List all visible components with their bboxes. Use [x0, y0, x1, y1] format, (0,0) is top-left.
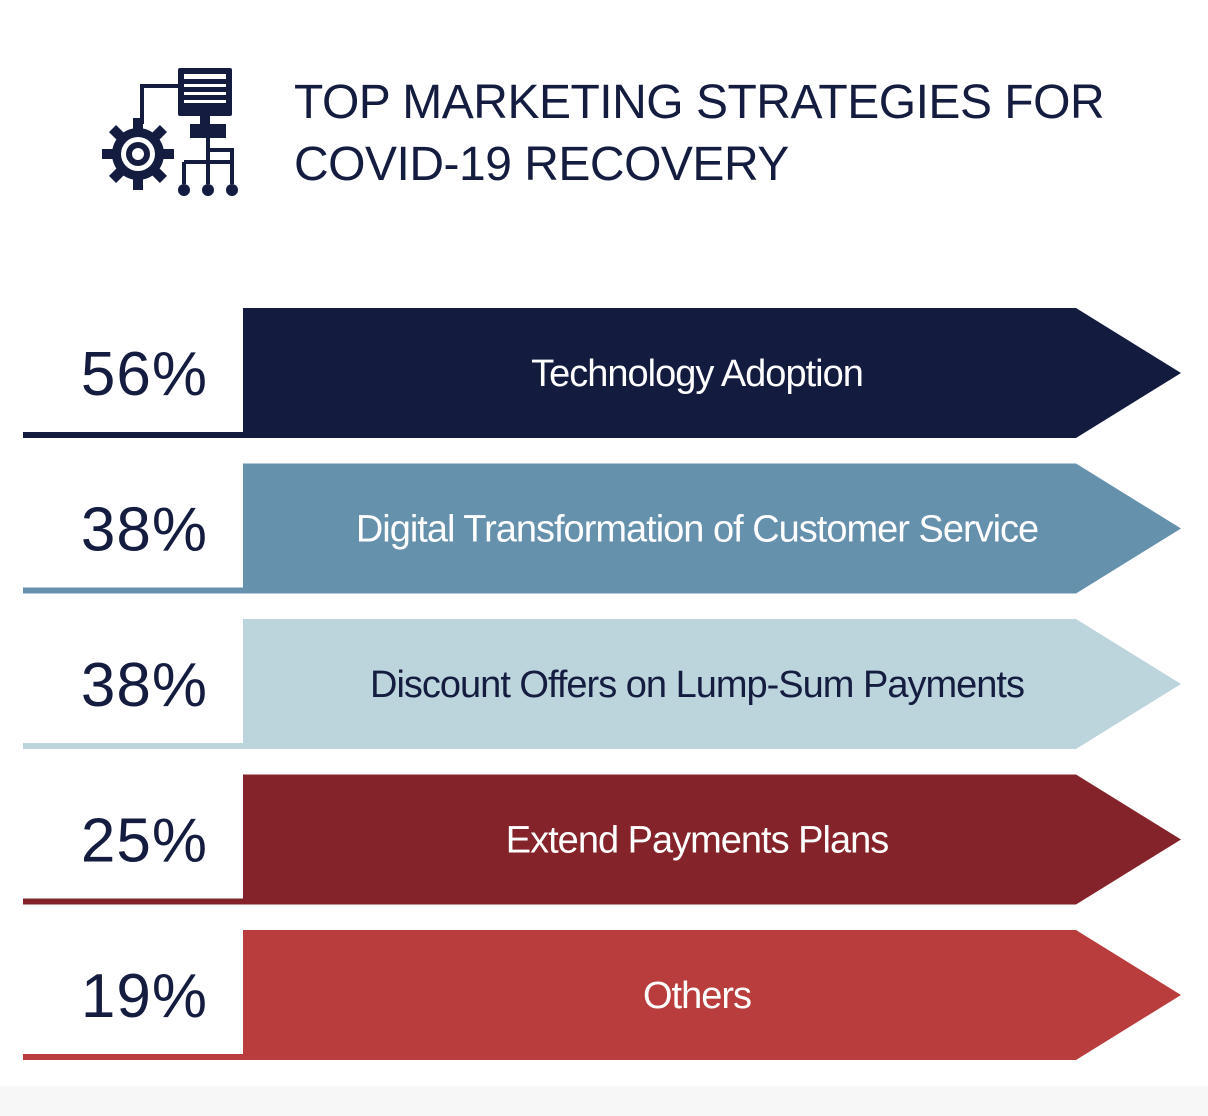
bar-category-label: Technology Adoption — [531, 353, 863, 395]
bar-underline — [23, 898, 243, 905]
bottom-strip — [0, 1086, 1208, 1116]
header: TOP MARKETING STRATEGIES FOR COVID-19 RE… — [100, 66, 1180, 206]
bar-underline — [23, 432, 243, 438]
chart-title-line-2: COVID-19 RECOVERY — [294, 138, 789, 191]
bar-category-label: Others — [643, 975, 751, 1017]
bar-underline — [23, 587, 243, 594]
chart-title: TOP MARKETING STRATEGIES FOR COVID-19 RE… — [294, 72, 1174, 196]
bar-value-label: 38% — [81, 496, 208, 565]
bar — [243, 308, 1181, 438]
bar-category-label: Extend Payments Plans — [506, 820, 888, 862]
bar-category-label: Digital Transformation of Customer Servi… — [356, 509, 1038, 551]
bar-underline — [23, 743, 243, 749]
chart-title-line-1: TOP MARKETING STRATEGIES FOR — [294, 76, 1105, 129]
bar-value-label: 25% — [81, 807, 208, 876]
bar-value-label: 38% — [81, 651, 208, 720]
bar-value-label: 19% — [81, 962, 208, 1031]
bar-underline — [23, 1054, 243, 1060]
bar-value-label: 56% — [81, 340, 208, 409]
bar — [243, 774, 1181, 905]
gear-computer-network-icon — [102, 68, 238, 196]
bar-category-label: Discount Offers on Lump-Sum Payments — [370, 664, 1024, 706]
bar — [243, 463, 1181, 594]
bar — [243, 619, 1181, 749]
bar — [243, 930, 1181, 1060]
